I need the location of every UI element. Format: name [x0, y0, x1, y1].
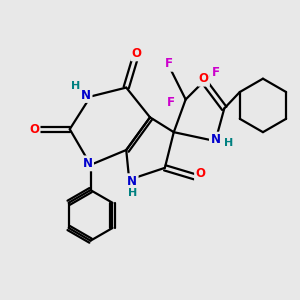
Text: H: H — [224, 138, 233, 148]
Text: H: H — [128, 188, 137, 198]
Text: F: F — [165, 57, 173, 70]
Text: O: O — [132, 47, 142, 60]
Text: O: O — [199, 72, 208, 85]
Text: N: N — [81, 88, 91, 101]
Text: F: F — [212, 66, 219, 79]
Text: F: F — [167, 96, 175, 109]
Text: N: N — [210, 133, 220, 146]
Text: H: H — [71, 81, 80, 91]
Text: N: N — [82, 157, 93, 170]
Text: N: N — [127, 175, 137, 188]
Text: O: O — [29, 123, 39, 136]
Text: O: O — [196, 167, 206, 180]
